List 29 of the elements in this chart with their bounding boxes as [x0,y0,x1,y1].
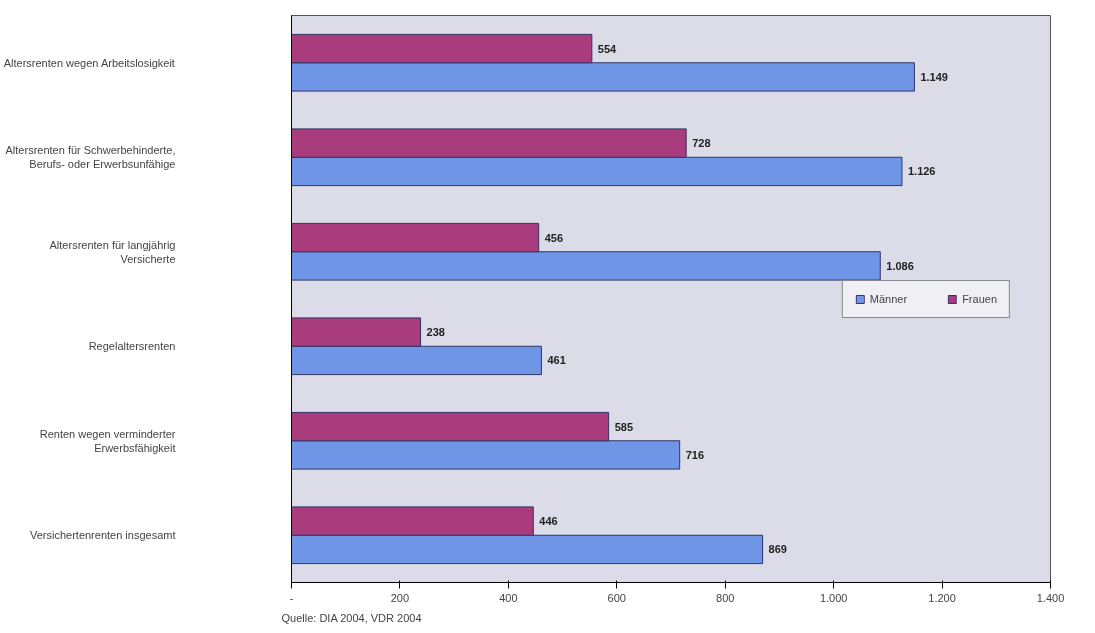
data-label: 1.149 [920,70,948,83]
legend-label: Frauen [962,292,997,305]
data-label: 461 [547,354,566,367]
data-label: 1.126 [907,165,936,178]
data-label: 716 [685,448,705,461]
data-label: 585 [614,420,634,433]
x-tick-label: 400 [499,591,518,604]
data-label: 446 [539,515,558,528]
data-label: 238 [426,326,445,339]
y-tick-label: Altersrenten für langjährig Versicherte [49,238,176,265]
source-note: Quelle: DIA 2004, VDR 2004 [281,611,422,624]
y-tick-label: Altersrenten wegen Arbeitslosigkeit [3,56,175,69]
x-tick-label: 1.400 [1036,591,1065,604]
x-tick-label: 1.200 [928,591,956,604]
y-tick-label: Renten wegen verminderter Erwerbsfähigkeit [39,427,176,454]
data-label: 554 [597,42,618,55]
y-tick-label: Versichertenrenten insgesamt [29,529,176,542]
data-label: 869 [768,543,787,556]
y-tick-label: Altersrenten für Schwerbehinderte, Berufs- oder Erwerbsunfähige [5,144,176,171]
x-tick-label: 200 [390,591,410,604]
x-tick-label: 600 [607,591,626,604]
data-label: 728 [692,137,711,150]
x-tick-label: 1.000 [819,591,848,604]
data-label: 456 [544,231,564,244]
y-tick-label: Regelaltersrenten [88,340,176,353]
legend-label: Männer [869,292,908,305]
x-tick-label: 800 [716,591,735,604]
x-tick-label: - [289,591,294,604]
data-label: 1.086 [886,259,914,272]
